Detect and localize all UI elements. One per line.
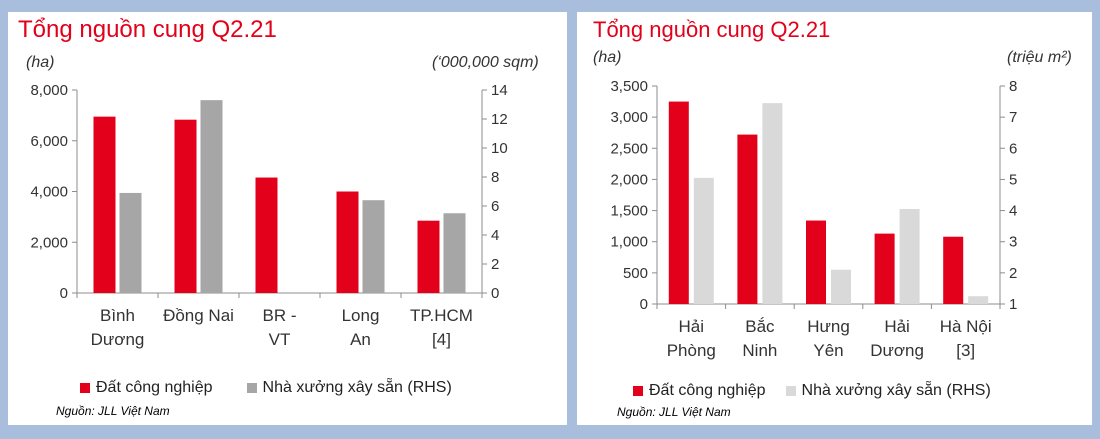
legend-swatch-light-gray [785,386,796,396]
x-category-label: Dương [870,341,924,360]
legend-label: Nhà xưởng xây sẵn (RHS) [801,382,991,399]
y-tick-label-left: 500 [623,265,648,282]
y-tick-label-left: 3,000 [610,109,648,126]
x-category-label: Hưng [807,317,850,336]
x-category-label: Hà Nội [940,317,992,336]
bar-ready-built-factory [119,192,142,293]
y-tick-label-right: 6 [491,198,499,215]
y-tick-label-right: 4 [491,227,499,244]
y-tick-label-right: 5 [1009,171,1017,188]
legend-item-industrial-land: Đất công nghiệp [80,379,213,397]
bar-industrial-land [255,177,278,293]
source-note: Nguồn: JLL Việt Nam [56,404,170,418]
x-category-label: An [350,330,371,349]
y-axis-unit-right: (‘000,000 sqm) [432,54,539,71]
bar-industrial-land [93,116,116,293]
chart-title: Tổng nguồn cung Q2.21 [593,17,831,42]
x-category-label: Phòng [667,341,716,360]
y-tick-label-right: 10 [491,140,508,157]
y-tick-label-left: 2,500 [610,140,648,157]
bar-ready-built-factory [443,213,466,293]
bar-industrial-land [336,191,359,293]
y-tick-label-right: 7 [1009,109,1017,126]
bar-ready-built-factory [362,200,385,293]
legend-label: Đất công nghiệp [649,382,766,399]
bar-chart-south: 0 2,000 4,000 6,000 8,000 0 2 4 6 8 10 12 14 Bình Dươn… [30,82,508,349]
y-tick-label-left: 0 [60,285,68,302]
x-category-label: TP.HCM [410,306,473,325]
bar-industrial-land [806,220,826,304]
y-tick-label-left: 1,000 [610,234,648,251]
y-tick-label-left: 4,000 [30,184,68,201]
x-category-label: BR - [263,306,297,325]
source-note: Nguồn: JLL Việt Nam [617,405,731,419]
y-tick-label-right: 0 [491,285,499,302]
legend-label: Nhà xưởng xây sẵn (RHS) [262,379,452,396]
y-tick-label-right: 8 [1009,78,1017,95]
y-tick-label-right: 2 [491,256,499,273]
bar-industrial-land [668,101,689,304]
chart-legend: Đất công nghiệp Nhà xưởng xây sẵn (RHS) [633,382,1025,400]
bar-ready-built-factory [762,103,783,304]
legend-item-ready-built-factory: Nhà xưởng xây sẵn (RHS) [785,382,991,400]
x-category-label: Ninh [742,341,777,360]
x-category-label: Bắc [745,317,775,336]
bar-chart-north: 0 500 1,000 1,500 2,000 2,500 3,000 3,500 1 2 3 4 5 6… [610,78,1017,360]
bar-industrial-land [417,220,440,293]
y-tick-label-right: 4 [1009,203,1017,220]
legend-item-industrial-land: Đất công nghiệp [633,382,766,400]
bar-industrial-land [943,236,964,304]
x-category-label: Long [342,306,380,325]
y-tick-label-left: 2,000 [30,234,68,251]
y-tick-label-right: 3 [1009,234,1017,251]
bar-ready-built-factory [899,209,920,304]
bar-ready-built-factory [200,100,223,294]
chart-panel-supply-south: Tổng nguồn cung Q2.21 (ha) (‘000,000 sqm… [8,12,567,425]
legend-swatch-red [80,383,90,393]
x-category-label: Đồng Nai [163,306,234,325]
y-tick-label-right: 1 [1009,296,1017,313]
bar-industrial-land [874,233,895,304]
y-tick-label-right: 2 [1009,265,1017,282]
x-category-label: [3] [956,341,975,360]
bar-industrial-land [174,119,197,293]
chart-title: Tổng nguồn cung Q2.21 [18,16,277,43]
legend-item-ready-built-factory: Nhà xưởng xây sẵn (RHS) [246,379,452,397]
bar-ready-built-factory [831,269,851,304]
y-tick-label-left: 2,000 [610,171,648,188]
y-tick-label-left: 8,000 [30,82,68,99]
x-category-label: Yên [813,341,843,360]
y-tick-label-left: 3,500 [610,78,648,95]
bar-industrial-land [737,134,758,304]
y-axis-unit-right: (triệu m²) [1007,49,1072,66]
x-category-label: Bình [100,306,135,325]
legend-label: Đất công nghiệp [96,379,213,396]
x-category-label: Dương [91,330,145,349]
x-category-label: [4] [432,330,451,349]
bar-ready-built-factory [693,177,714,304]
legend-swatch-red [633,386,643,396]
x-category-label: VT [269,330,291,349]
y-tick-label-left: 6,000 [30,133,68,150]
chart-panel-supply-north: Tổng nguồn cung Q2.21 (ha) (triệu m²) 0 5… [577,12,1092,425]
y-tick-label-right: 14 [491,82,508,99]
x-category-label: Hải [679,317,705,336]
chart-legend: Đất công nghiệp Nhà xưởng xây sẵn (RHS) [80,379,486,397]
y-tick-label-right: 8 [491,169,499,186]
y-tick-label-left: 0 [640,296,648,313]
y-axis-unit-left: (ha) [26,54,55,71]
y-tick-label-right: 6 [1009,140,1017,157]
legend-swatch-gray [246,383,257,393]
bar-ready-built-factory [968,296,989,304]
x-category-label: Hải [884,317,910,336]
y-tick-label-right: 12 [491,111,508,128]
y-tick-label-left: 1,500 [610,203,648,220]
y-axis-unit-left: (ha) [593,49,622,66]
